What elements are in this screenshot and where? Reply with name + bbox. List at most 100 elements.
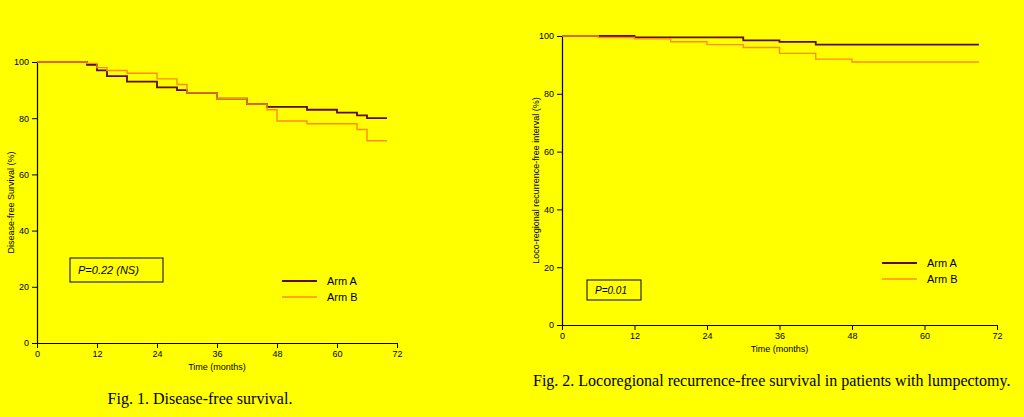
tick-label: 72 [392,349,402,359]
tick-mark [635,325,636,330]
tick: 0 [560,325,565,341]
tick: 36 [775,325,785,341]
legend-swatch [882,278,917,279]
legend-swatch [882,262,917,264]
tick: 48 [847,325,857,341]
axis-line [562,37,563,326]
tick-label: 0 [549,320,554,330]
tick-label: 24 [702,331,712,341]
survival-line [37,62,387,141]
tick-mark [217,343,218,348]
tick-mark [97,343,98,348]
tick-mark [557,267,562,268]
legend-swatch [282,280,317,282]
tick-mark [562,325,563,330]
chart: 0 12 24 36 48 60 72 0 20 40 60 80 100 Time (months) Ar… [14,57,403,372]
y-axis-label: Disease-free Survival (%) [6,151,16,253]
tick-label: 0 [560,331,565,341]
tick: 60 [332,343,342,359]
annotation: P=0.01 [595,285,627,296]
tick-label: 12 [92,349,102,359]
tick: 0 [24,338,37,348]
tick-label: 48 [272,349,282,359]
tick: 60 [544,147,562,157]
tick-label: 60 [544,147,554,157]
legend: Arm A Arm B [282,275,358,303]
tick-label: 60 [332,349,342,359]
tick: 12 [92,343,102,359]
tick-label: 36 [212,349,222,359]
tick: 0 [549,320,562,330]
tick-label: 0 [24,338,29,348]
canvas: 0 12 24 36 48 60 72 0 20 40 60 80 100 Time (months) Ar… [0,0,1024,417]
annotation-box [587,280,641,300]
tick: 60 [19,170,37,180]
tick: 24 [152,343,162,359]
tick: 60 [920,325,930,341]
tick-label: 20 [544,263,554,273]
tick-mark [557,36,562,37]
tick-mark [925,325,926,330]
plot-area [37,62,387,141]
tick-mark [397,343,398,348]
tick: 0 [35,343,40,359]
legend-label: Arm B [327,291,358,303]
annotation: P=0.22 (NS) [78,264,139,276]
tick-mark [557,325,562,326]
tick: 48 [272,343,282,359]
tick-label: 60 [920,331,930,341]
tick-label: 24 [152,349,162,359]
tick: 12 [630,325,640,341]
tick-label: 100 [14,57,29,67]
legend-label: Arm A [927,257,958,269]
axis-line [37,63,38,344]
legend-label: Arm B [927,273,958,285]
tick: 100 [539,31,562,41]
tick-label: 48 [847,331,857,341]
caption: Fig. 2. Locoregional recurrence-free sur… [533,372,1011,390]
caption: Fig. 1. Disease-free survival. [0,390,400,408]
legend-label: Arm A [327,275,358,287]
tick: 80 [19,114,37,124]
tick-label: 60 [19,170,29,180]
tick-label: 40 [19,226,29,236]
tick: 40 [544,205,562,215]
tick-label: 80 [544,89,554,99]
page: 0 12 24 36 48 60 72 0 20 40 60 80 100 Time (months) Ar… [0,0,1024,417]
tick: 72 [992,325,1002,341]
x-axis-label: Time (months) [751,344,809,354]
tick-mark [32,231,37,232]
tick: 20 [19,282,37,292]
tick-label: 40 [544,205,554,215]
tick-mark [557,152,562,153]
tick-label: 20 [19,282,29,292]
tick-mark [852,325,853,330]
x-axis-label: Time (months) [188,362,246,372]
x-axis: 0 12 24 36 48 60 72 [35,343,403,359]
survival-line [37,62,387,118]
tick-label: 36 [775,331,785,341]
legend: Arm A Arm B [882,257,958,285]
tick-label: 12 [630,331,640,341]
tick: 20 [544,263,562,273]
legend-swatch [282,296,317,297]
x-axis: 0 12 24 36 48 60 72 [560,325,1003,341]
tick-mark [337,343,338,348]
tick-mark [997,325,998,330]
annotation-box [70,258,163,282]
tick-mark [157,343,158,348]
tick-label: 0 [35,349,40,359]
plot-area [562,36,979,62]
tick-mark [32,287,37,288]
tick-mark [277,343,278,348]
tick: 36 [212,343,222,359]
tick-label: 100 [539,31,554,41]
tick-label: 80 [19,114,29,124]
tick-mark [707,325,708,330]
tick-mark [37,343,38,348]
tick: 24 [702,325,712,341]
tick-mark [780,325,781,330]
y-axis-label: Loco-regional recurrence-free interval (… [531,97,541,264]
tick: 100 [14,57,37,67]
y-axis: 0 20 40 60 80 100 [539,31,563,330]
